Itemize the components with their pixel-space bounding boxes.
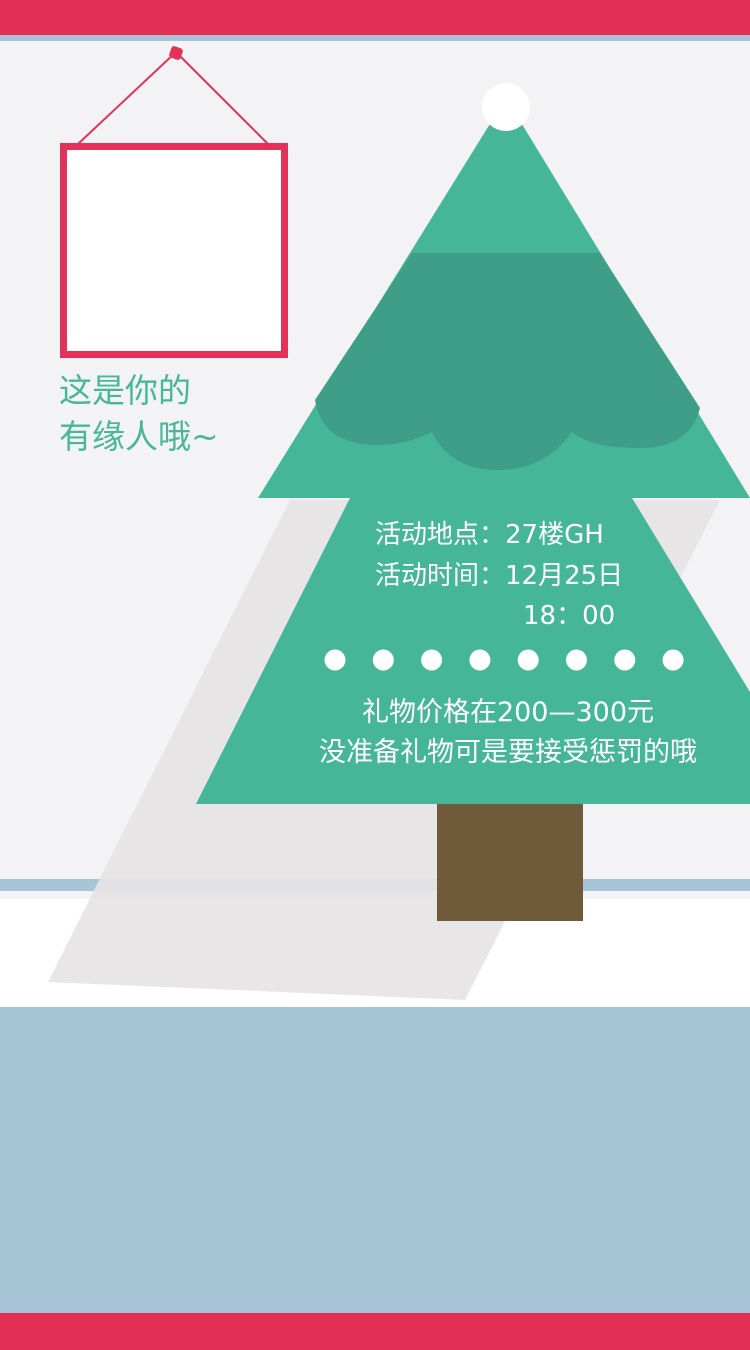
caption-line-2: 有缘人哦~ xyxy=(59,417,219,456)
ornament-dot xyxy=(662,649,684,671)
ornament-dot xyxy=(421,649,443,671)
ornament-dot xyxy=(372,649,394,671)
gift-note-text: 没准备礼物可是要接受惩罚的哦 xyxy=(319,737,697,768)
ornament-dot xyxy=(566,649,587,671)
picture-frame xyxy=(60,143,288,358)
ornament-dot xyxy=(517,649,539,671)
frame-nail xyxy=(169,46,183,60)
caption-line-1: 这是你的 xyxy=(59,371,191,410)
gift-price-text: 礼物价格在200—300元 xyxy=(361,697,655,728)
event-time: 活动时间：12月25日 xyxy=(375,561,624,591)
tree-top-ball xyxy=(482,83,530,131)
tree-shading-band xyxy=(315,253,700,470)
top-blue-stripe xyxy=(0,35,750,41)
ornament-dot xyxy=(469,649,491,671)
tree-lower-tier xyxy=(196,498,750,804)
frame-hanging-string xyxy=(77,50,269,145)
tree-trunk xyxy=(437,804,583,921)
ornament-dot xyxy=(324,649,346,671)
bottom-accent-bar xyxy=(0,1313,750,1350)
floor-blue-area xyxy=(0,1007,750,1313)
event-location: 活动地点：27楼GH xyxy=(375,520,604,550)
ornament-dots xyxy=(324,649,684,671)
top-accent-bar xyxy=(0,0,750,35)
event-time-clock: 18：00 xyxy=(523,601,616,631)
ornament-dot xyxy=(614,649,636,671)
